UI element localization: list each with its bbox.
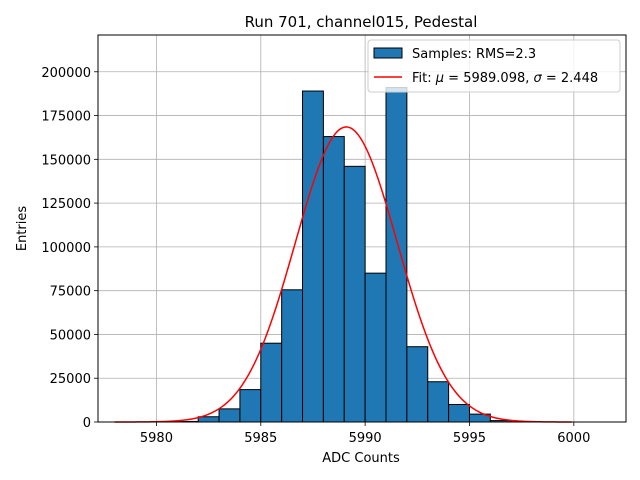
y-tick-label: 75000 bbox=[50, 285, 91, 300]
legend-fit-sigma-symbol: σ bbox=[534, 71, 543, 86]
histogram-bars bbox=[176, 87, 533, 423]
histogram-bar bbox=[260, 342, 283, 423]
legend-fit-sigma-value: = 2.448 bbox=[542, 71, 598, 86]
y-tick-label: 200000 bbox=[41, 66, 91, 81]
y-tick-label: 100000 bbox=[41, 241, 91, 256]
y-tick-label: 125000 bbox=[41, 197, 91, 212]
histogram-bar bbox=[239, 389, 262, 423]
y-tick-label: 50000 bbox=[50, 328, 91, 343]
histogram-bar bbox=[302, 90, 324, 423]
x-tick-label: 5985 bbox=[244, 431, 277, 446]
histogram-bar bbox=[218, 408, 241, 423]
histogram-bar bbox=[343, 165, 366, 423]
histogram-bar bbox=[448, 403, 470, 423]
legend-histogram-label: Samples: RMS=2.3 bbox=[412, 47, 536, 62]
y-tick-label: 25000 bbox=[50, 372, 91, 387]
x-axis-label: ADC Counts bbox=[322, 451, 400, 466]
fit-curve-layer bbox=[114, 126, 572, 423]
x-tick-label: 5980 bbox=[140, 431, 173, 446]
gaussian-fit-curve bbox=[114, 126, 572, 423]
y-tick-label: 175000 bbox=[41, 110, 91, 125]
legend-histogram-swatch bbox=[373, 47, 403, 59]
y-axis-label: Entries bbox=[15, 206, 30, 252]
chart-title: Run 701, channel015, Pedestal bbox=[245, 13, 478, 31]
x-tick-label: 5995 bbox=[453, 431, 486, 446]
histogram-bar bbox=[364, 272, 387, 423]
axis-ticks: 5980 5985 5990 5995 6000 0 25000 50000 75000 1000… bbox=[41, 66, 590, 446]
histogram-bar bbox=[406, 346, 429, 423]
histogram-bar bbox=[385, 87, 408, 423]
x-tick-label: 6000 bbox=[557, 431, 590, 446]
y-tick-label: 150000 bbox=[41, 153, 91, 168]
legend-box bbox=[367, 39, 621, 93]
x-tick-label: 5990 bbox=[349, 431, 382, 446]
y-tick-label: 0 bbox=[83, 416, 91, 431]
histogram-bar bbox=[281, 289, 304, 423]
legend-fit-mu-symbol: μ bbox=[435, 71, 444, 86]
histogram-bar bbox=[427, 381, 450, 423]
legend-fit-prefix: Fit: bbox=[412, 71, 436, 86]
histogram-bar bbox=[197, 416, 220, 423]
legend: Samples: RMS=2.3 Fit: μ = 5989.098, σ = … bbox=[367, 39, 621, 93]
legend-fit-label: Fit: μ = 5989.098, σ = 2.448 bbox=[412, 71, 598, 86]
legend-fit-mu-value: = 5989.098, bbox=[444, 71, 533, 86]
histogram-bar bbox=[322, 136, 345, 423]
plot-frame bbox=[97, 34, 627, 423]
